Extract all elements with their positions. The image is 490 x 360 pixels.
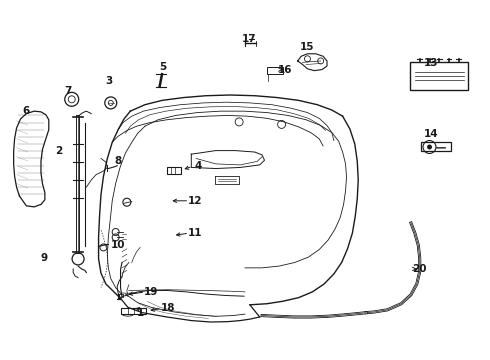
Text: 6: 6 [23, 106, 30, 116]
Text: 11: 11 [188, 228, 202, 238]
Bar [421, 142, 451, 151]
Text: 5: 5 [159, 62, 167, 72]
Text: 17: 17 [242, 35, 256, 44]
Text: 2: 2 [55, 145, 62, 156]
Bar [121, 309, 146, 315]
Text: 20: 20 [413, 264, 427, 274]
Text: 16: 16 [278, 64, 292, 75]
Text: 14: 14 [424, 129, 439, 139]
Text: 13: 13 [424, 58, 439, 68]
Text: 12: 12 [188, 196, 202, 206]
Text: 9: 9 [40, 253, 48, 263]
Text: 7: 7 [65, 86, 72, 96]
Text: 10: 10 [111, 240, 125, 250]
Text: 15: 15 [300, 42, 315, 51]
Circle shape [427, 144, 432, 149]
Bar [267, 67, 283, 74]
Text: 3: 3 [106, 76, 113, 86]
Text: 4: 4 [195, 161, 202, 171]
Text: 1: 1 [136, 308, 144, 318]
Bar [410, 62, 467, 90]
Text: 19: 19 [144, 287, 158, 297]
Text: 18: 18 [161, 303, 175, 314]
Bar [118, 294, 122, 297]
Bar [167, 167, 181, 174]
Text: 8: 8 [115, 156, 122, 166]
